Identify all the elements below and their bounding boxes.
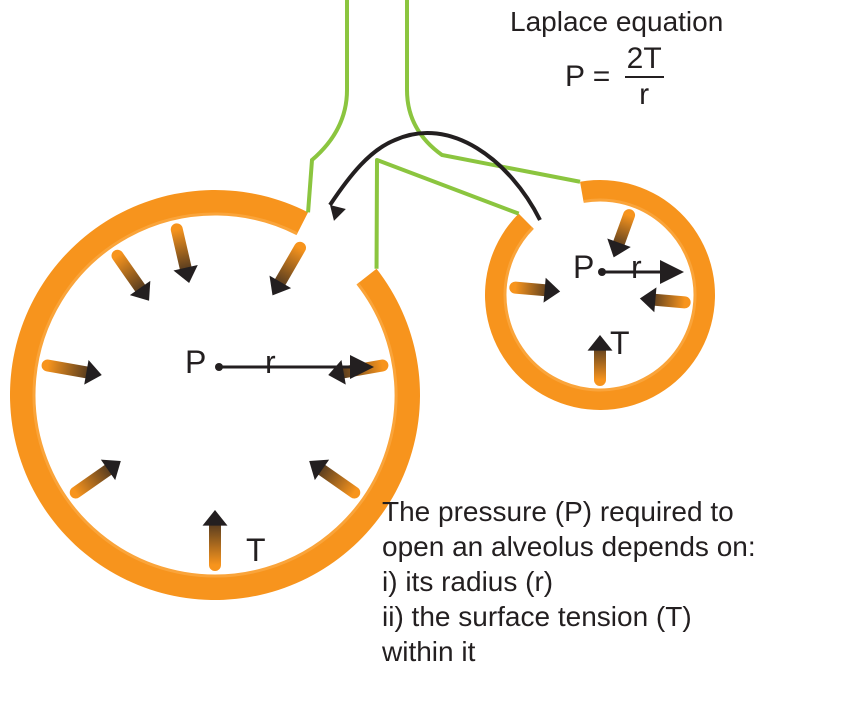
- small-label-P: P: [573, 249, 594, 286]
- flow-arrow: [330, 133, 540, 220]
- equation-numerator: 2T: [625, 44, 664, 76]
- large-label-T: T: [246, 532, 266, 569]
- equation-lhs: P =: [565, 60, 616, 94]
- equation-denominator: r: [625, 76, 664, 110]
- large-label-r: r: [265, 344, 276, 381]
- desc-line-3: i) its radius (r): [382, 564, 842, 599]
- large-tension-arrow-head: [203, 510, 228, 526]
- desc-line-4: ii) the surface tension (T): [382, 599, 842, 634]
- large-tension-arrow: [177, 229, 186, 269]
- small-tension-arrow-head: [544, 278, 561, 303]
- large-tension-arrow-head: [84, 360, 102, 385]
- desc-line-1: The pressure (P) required to: [382, 494, 842, 529]
- large-tension-arrow: [280, 248, 301, 284]
- small-tension-arrow-head: [588, 335, 613, 351]
- small-tension-arrow: [618, 215, 629, 244]
- small-tension-arrow-head: [640, 287, 657, 312]
- equation-fraction: 2T r: [625, 44, 664, 110]
- large-tension-arrow: [117, 256, 141, 290]
- large-tension-arrow-head: [328, 360, 346, 385]
- large-tension-arrow: [76, 469, 110, 493]
- small-center-dot: [598, 268, 606, 276]
- large-tension-arrow: [321, 469, 355, 493]
- large-label-P: P: [185, 344, 206, 381]
- description-text: The pressure (P) required to open an alv…: [382, 494, 842, 669]
- desc-line-2: open an alveolus depends on:: [382, 529, 842, 564]
- large-center-dot: [215, 363, 223, 371]
- flow-arrow-head: [330, 205, 346, 221]
- equation-title: Laplace equation: [510, 6, 723, 38]
- airway-left-outer: [308, 0, 347, 212]
- laplace-equation: P = 2T r: [565, 44, 664, 110]
- small-tension-arrow: [654, 300, 685, 303]
- small-tension-arrow: [515, 288, 546, 291]
- desc-line-5: within it: [382, 634, 842, 669]
- small-label-T: T: [610, 325, 630, 362]
- large-tension-arrow: [48, 365, 88, 372]
- small-label-r: r: [631, 249, 642, 286]
